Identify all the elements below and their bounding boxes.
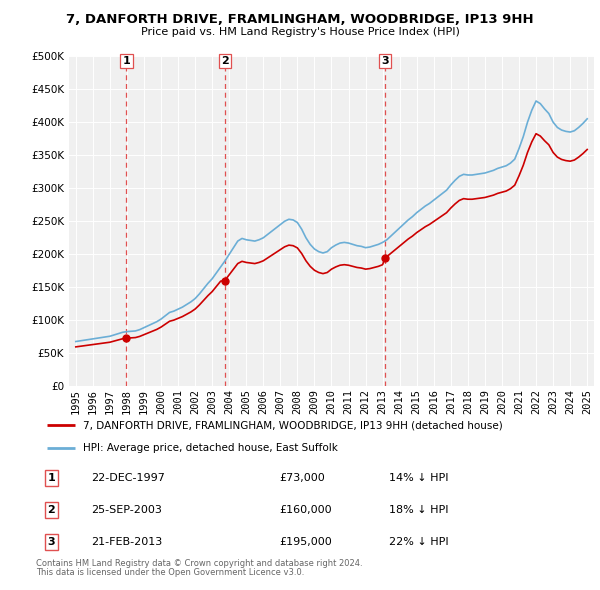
Text: £160,000: £160,000 bbox=[279, 505, 332, 515]
Text: This data is licensed under the Open Government Licence v3.0.: This data is licensed under the Open Gov… bbox=[36, 568, 304, 577]
Text: 18% ↓ HPI: 18% ↓ HPI bbox=[389, 505, 449, 515]
Text: £195,000: £195,000 bbox=[279, 537, 332, 547]
Text: 14% ↓ HPI: 14% ↓ HPI bbox=[389, 473, 449, 483]
Text: 2: 2 bbox=[47, 505, 55, 515]
Text: 3: 3 bbox=[47, 537, 55, 547]
Text: Contains HM Land Registry data © Crown copyright and database right 2024.: Contains HM Land Registry data © Crown c… bbox=[36, 559, 362, 568]
Text: 21-FEB-2013: 21-FEB-2013 bbox=[91, 537, 163, 547]
Text: 7, DANFORTH DRIVE, FRAMLINGHAM, WOODBRIDGE, IP13 9HH: 7, DANFORTH DRIVE, FRAMLINGHAM, WOODBRID… bbox=[66, 13, 534, 26]
Text: 22% ↓ HPI: 22% ↓ HPI bbox=[389, 537, 449, 547]
Text: 1: 1 bbox=[122, 56, 130, 66]
Text: HPI: Average price, detached house, East Suffolk: HPI: Average price, detached house, East… bbox=[83, 442, 338, 453]
Text: 2: 2 bbox=[221, 56, 229, 66]
Text: 3: 3 bbox=[381, 56, 389, 66]
Text: 1: 1 bbox=[47, 473, 55, 483]
Text: 25-SEP-2003: 25-SEP-2003 bbox=[91, 505, 162, 515]
Text: £73,000: £73,000 bbox=[279, 473, 325, 483]
Text: 22-DEC-1997: 22-DEC-1997 bbox=[91, 473, 165, 483]
Text: 7, DANFORTH DRIVE, FRAMLINGHAM, WOODBRIDGE, IP13 9HH (detached house): 7, DANFORTH DRIVE, FRAMLINGHAM, WOODBRID… bbox=[83, 421, 503, 430]
Text: Price paid vs. HM Land Registry's House Price Index (HPI): Price paid vs. HM Land Registry's House … bbox=[140, 27, 460, 37]
